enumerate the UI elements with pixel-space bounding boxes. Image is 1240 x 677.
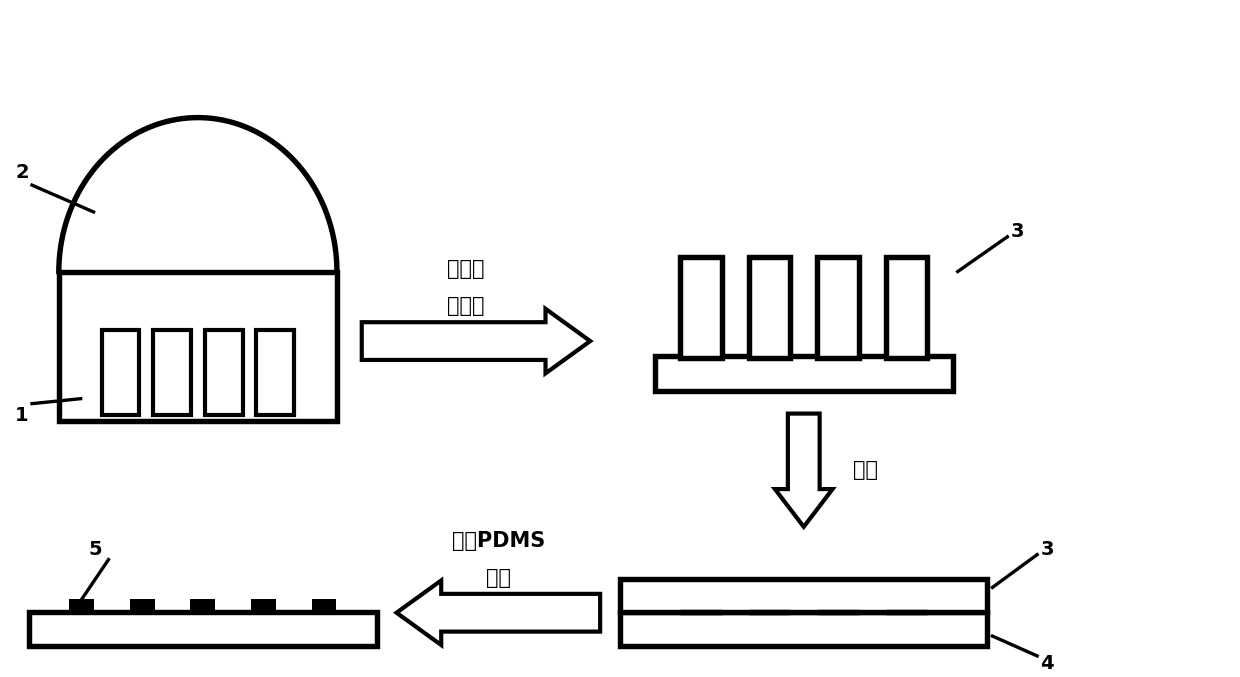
Bar xyxy=(680,257,722,358)
Bar xyxy=(749,257,790,358)
Bar xyxy=(250,599,275,612)
Polygon shape xyxy=(397,580,600,645)
Bar xyxy=(191,599,216,612)
Text: 5: 5 xyxy=(89,540,103,559)
Bar xyxy=(69,599,94,612)
Polygon shape xyxy=(362,309,590,373)
Bar xyxy=(655,356,952,391)
Bar xyxy=(817,257,859,358)
Bar xyxy=(205,330,243,414)
Bar xyxy=(620,580,987,612)
Text: 3: 3 xyxy=(1040,540,1054,559)
Bar xyxy=(257,330,294,414)
Bar xyxy=(620,612,987,646)
Text: 3: 3 xyxy=(1011,222,1024,241)
Text: 移去PDMS: 移去PDMS xyxy=(451,531,544,551)
Text: 吸去磷: 吸去磷 xyxy=(448,259,485,280)
Bar xyxy=(885,257,928,358)
Bar xyxy=(154,330,191,414)
Text: 1: 1 xyxy=(15,406,29,425)
Bar xyxy=(58,271,337,420)
Bar xyxy=(130,599,155,612)
Bar xyxy=(102,330,139,414)
Text: 脂溶液: 脂溶液 xyxy=(448,297,485,316)
Text: 印章: 印章 xyxy=(486,568,511,588)
Text: 压印: 压印 xyxy=(853,460,878,480)
Bar xyxy=(29,612,377,646)
Text: 2: 2 xyxy=(15,162,29,181)
Polygon shape xyxy=(775,414,832,527)
Text: 4: 4 xyxy=(1040,655,1054,674)
Bar xyxy=(311,599,336,612)
